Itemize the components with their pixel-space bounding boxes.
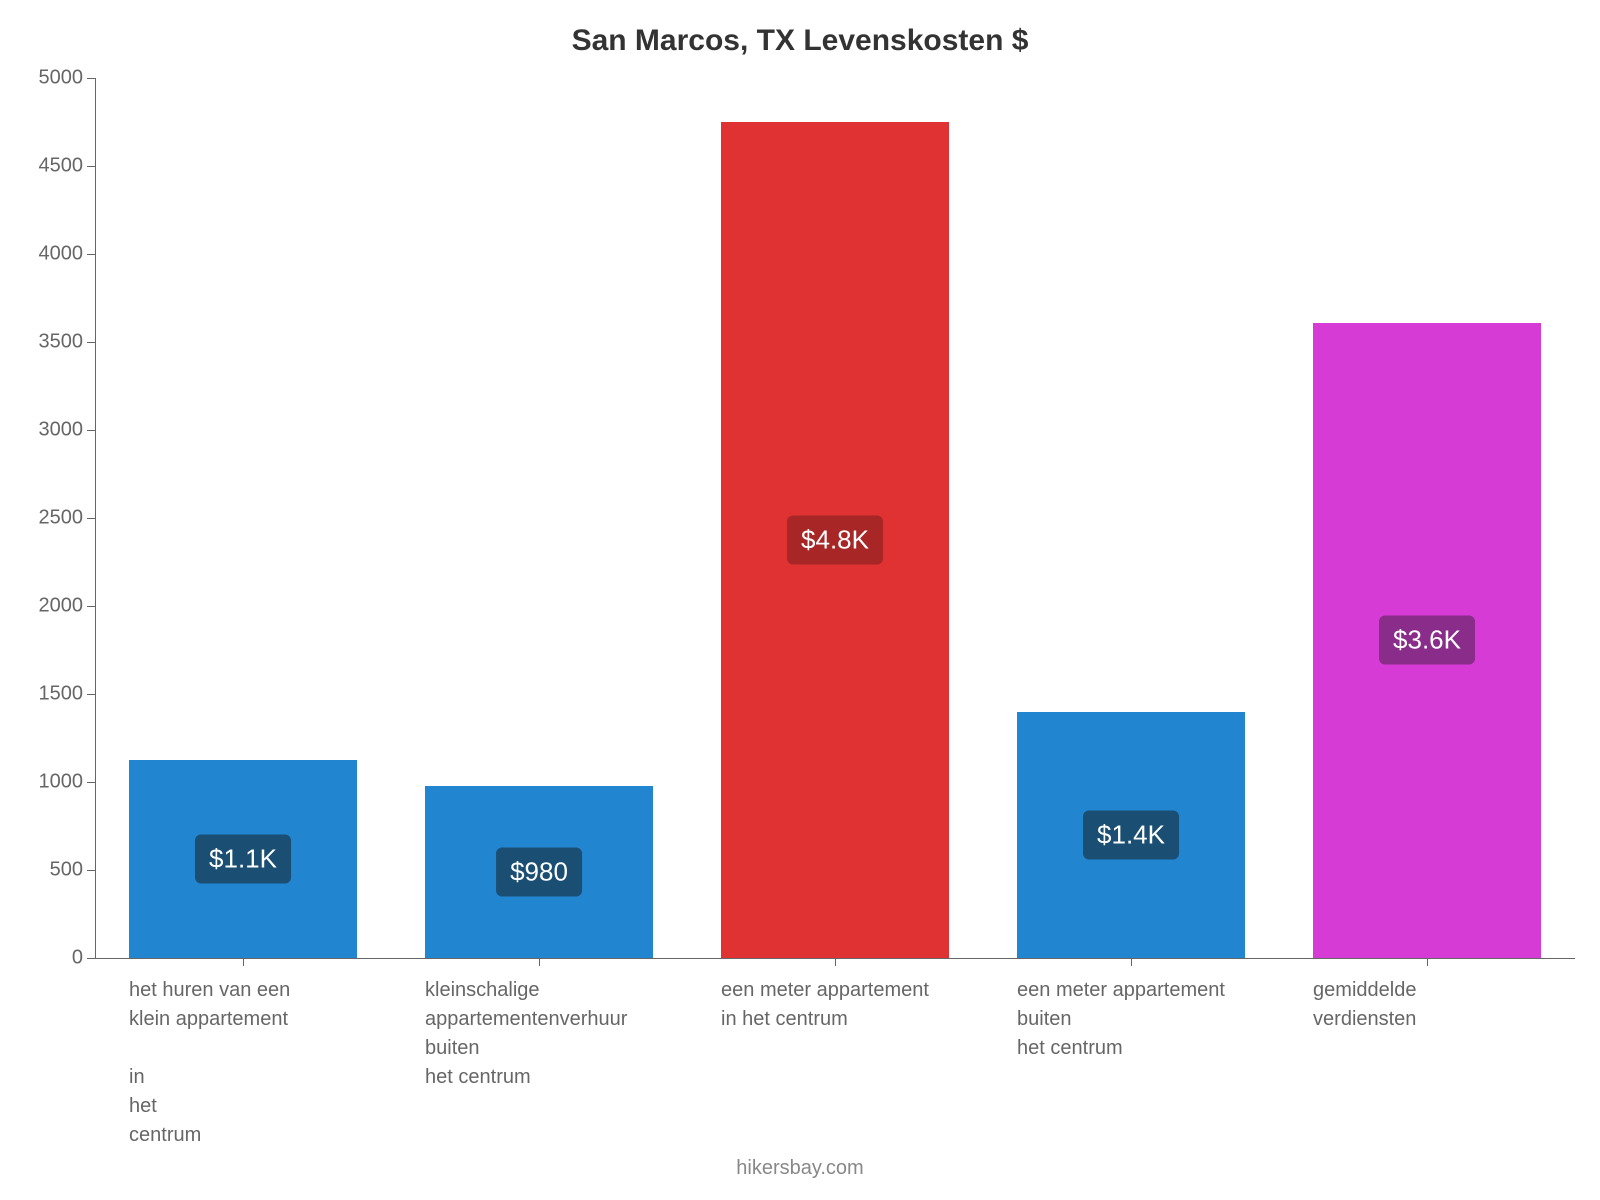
y-tick-label: 5000 <box>39 67 84 90</box>
chart-title: San Marcos, TX Levenskosten $ <box>0 24 1600 58</box>
y-tick-label: 4000 <box>39 243 84 266</box>
y-tick-label: 1000 <box>39 771 84 794</box>
y-tick-label: 0 <box>72 947 83 970</box>
y-tick-mark <box>87 870 95 871</box>
y-tick-label: 4500 <box>39 155 84 178</box>
y-tick-label: 2000 <box>39 595 84 618</box>
cost-of-living-chart: San Marcos, TX Levenskosten $ 0500100015… <box>0 0 1600 1200</box>
y-tick-mark <box>87 254 95 255</box>
chart-footer: hikersbay.com <box>0 1157 1600 1180</box>
y-tick-mark <box>87 342 95 343</box>
y-tick-mark <box>87 430 95 431</box>
y-tick-label: 1500 <box>39 683 84 706</box>
x-tick-mark <box>1427 958 1428 966</box>
x-tick-mark <box>835 958 836 966</box>
bar-value-label: $4.8K <box>787 516 883 565</box>
y-tick-mark <box>87 694 95 695</box>
bar-value-label: $3.6K <box>1379 616 1475 665</box>
bar-value-label: $980 <box>496 847 582 896</box>
plot-area: 0500100015002000250030003500400045005000… <box>95 78 1575 958</box>
bar-value-label: $1.4K <box>1083 810 1179 859</box>
x-category-label: een meter appartementin het centrum <box>721 976 1017 1034</box>
y-tick-label: 500 <box>50 859 83 882</box>
x-tick-mark <box>539 958 540 966</box>
y-tick-mark <box>87 518 95 519</box>
y-tick-label: 3000 <box>39 419 84 442</box>
x-category-label: gemiddeldeverdiensten <box>1313 976 1600 1034</box>
y-axis <box>95 78 96 958</box>
x-tick-mark <box>243 958 244 966</box>
x-category-label: een meter appartementbuitenhet centrum <box>1017 976 1313 1063</box>
y-tick-mark <box>87 78 95 79</box>
y-tick-mark <box>87 782 95 783</box>
y-tick-mark <box>87 606 95 607</box>
x-category-label: het huren van eenklein appartement inhet… <box>129 976 425 1150</box>
x-tick-mark <box>1131 958 1132 966</box>
x-category-label: kleinschaligeappartementenverhuurbuitenh… <box>425 976 721 1092</box>
y-tick-label: 3500 <box>39 331 84 354</box>
y-tick-mark <box>87 958 95 959</box>
bar-value-label: $1.1K <box>195 835 291 884</box>
y-tick-mark <box>87 166 95 167</box>
y-tick-label: 2500 <box>39 507 84 530</box>
